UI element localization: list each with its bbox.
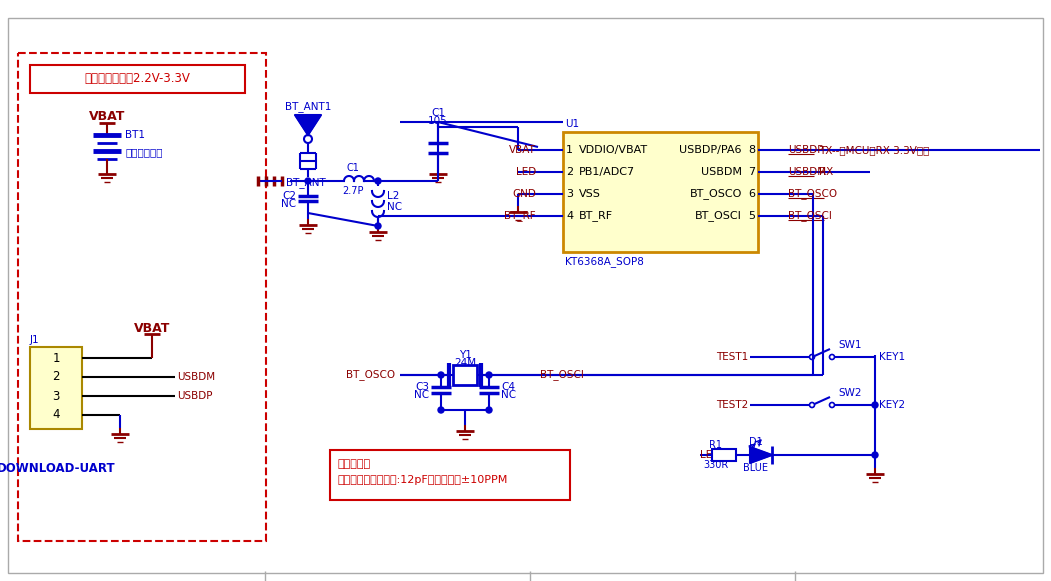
Text: 晶振选型：: 晶振选型： — [338, 459, 371, 469]
Text: BT_OSCO: BT_OSCO — [788, 189, 838, 199]
Text: USBDM: USBDM — [701, 167, 742, 177]
Text: VDDIO/VBAT: VDDIO/VBAT — [579, 145, 648, 155]
Text: C2: C2 — [282, 191, 296, 201]
Text: 6: 6 — [748, 189, 755, 199]
Text: VBAT: VBAT — [133, 321, 170, 335]
Text: NC: NC — [414, 390, 429, 400]
Circle shape — [872, 402, 878, 408]
Bar — [330, 450, 570, 500]
Text: USBDP: USBDP — [788, 145, 824, 155]
Text: BT_OSCI: BT_OSCI — [695, 210, 742, 221]
Text: BT_ANT: BT_ANT — [286, 178, 326, 188]
Text: 8: 8 — [748, 145, 755, 155]
Text: LED: LED — [516, 167, 536, 177]
Text: BT_OSCO: BT_OSCO — [689, 189, 742, 199]
Text: USBDM: USBDM — [788, 167, 826, 177]
Text: NC: NC — [501, 390, 516, 400]
Circle shape — [486, 372, 492, 378]
Text: TX--接MCU的RX 3.3V电平: TX--接MCU的RX 3.3V电平 — [819, 145, 929, 155]
Text: BT_OSCI: BT_OSCI — [788, 210, 832, 221]
Text: TEST1: TEST1 — [716, 352, 748, 362]
Text: VBAT: VBAT — [89, 110, 125, 124]
Text: 1: 1 — [566, 145, 573, 155]
Text: NC: NC — [281, 199, 296, 209]
Text: 105: 105 — [428, 116, 448, 126]
Text: BT_RF: BT_RF — [579, 210, 613, 221]
Bar — [712, 449, 736, 461]
Text: 330R: 330R — [703, 460, 728, 470]
Text: 3: 3 — [53, 389, 60, 403]
Text: USBDM: USBDM — [177, 372, 215, 382]
Text: KEY1: KEY1 — [879, 352, 905, 362]
Text: KT6368A_SOP8: KT6368A_SOP8 — [565, 257, 644, 267]
Bar — [563, 132, 758, 252]
Text: 电源供电范围：2.2V-3.3V: 电源供电范围：2.2V-3.3V — [84, 73, 190, 85]
Text: 4: 4 — [566, 211, 573, 221]
Text: USBDP: USBDP — [177, 391, 212, 401]
Text: 5: 5 — [748, 211, 755, 221]
Text: 要求：负载电容要求:12pF；频率偏差±10PPM: 要求：负载电容要求:12pF；频率偏差±10PPM — [338, 475, 509, 485]
Text: BT_RF: BT_RF — [504, 210, 536, 221]
Text: L2: L2 — [387, 191, 399, 201]
Text: TEST2: TEST2 — [716, 400, 748, 410]
Text: GND: GND — [512, 189, 536, 199]
Text: 2: 2 — [566, 167, 573, 177]
Circle shape — [486, 407, 492, 413]
Text: LED: LED — [700, 450, 720, 460]
Text: J1: J1 — [30, 335, 40, 345]
Text: 单节纽扣电池: 单节纽扣电池 — [125, 147, 163, 157]
Text: C1: C1 — [431, 108, 445, 118]
Text: 3: 3 — [566, 189, 573, 199]
Circle shape — [438, 372, 444, 378]
Text: BLUE: BLUE — [743, 463, 768, 473]
Text: SW2: SW2 — [838, 388, 862, 398]
Text: KEY2: KEY2 — [879, 400, 905, 410]
Text: C4: C4 — [501, 382, 515, 392]
Circle shape — [305, 178, 311, 184]
Text: VSS: VSS — [579, 189, 601, 199]
Text: DOWNLOAD-UART: DOWNLOAD-UART — [0, 461, 116, 475]
Text: U1: U1 — [565, 119, 579, 129]
Text: 2: 2 — [53, 371, 60, 383]
Text: Y1: Y1 — [458, 350, 472, 360]
Text: SW1: SW1 — [838, 340, 862, 350]
Bar — [30, 65, 245, 93]
Text: R1: R1 — [709, 440, 722, 450]
Text: VBAT: VBAT — [509, 145, 536, 155]
Text: 2.7P: 2.7P — [343, 186, 364, 196]
Text: 7: 7 — [748, 167, 755, 177]
Circle shape — [438, 407, 444, 413]
Text: 4: 4 — [53, 408, 60, 421]
Text: C3: C3 — [415, 382, 429, 392]
Text: BT_OSCO: BT_OSCO — [346, 370, 395, 381]
Bar — [30, 347, 82, 429]
Text: PB1/ADC7: PB1/ADC7 — [579, 167, 635, 177]
Circle shape — [375, 178, 382, 184]
Bar — [18, 53, 266, 541]
Circle shape — [375, 223, 382, 229]
Text: BT_OSCI: BT_OSCI — [540, 370, 584, 381]
Polygon shape — [750, 447, 772, 463]
Text: RX: RX — [819, 167, 833, 177]
Text: 24M: 24M — [454, 358, 476, 368]
Circle shape — [872, 452, 878, 458]
Text: USBDP/PA6: USBDP/PA6 — [680, 145, 742, 155]
Text: BT1: BT1 — [125, 130, 145, 140]
Text: BT_ANT1: BT_ANT1 — [285, 102, 331, 113]
Polygon shape — [295, 115, 321, 135]
Text: 1: 1 — [53, 352, 60, 364]
Bar — [453, 365, 477, 385]
Text: D1: D1 — [749, 437, 763, 447]
Text: C1: C1 — [347, 163, 359, 173]
Text: NC: NC — [387, 202, 403, 212]
